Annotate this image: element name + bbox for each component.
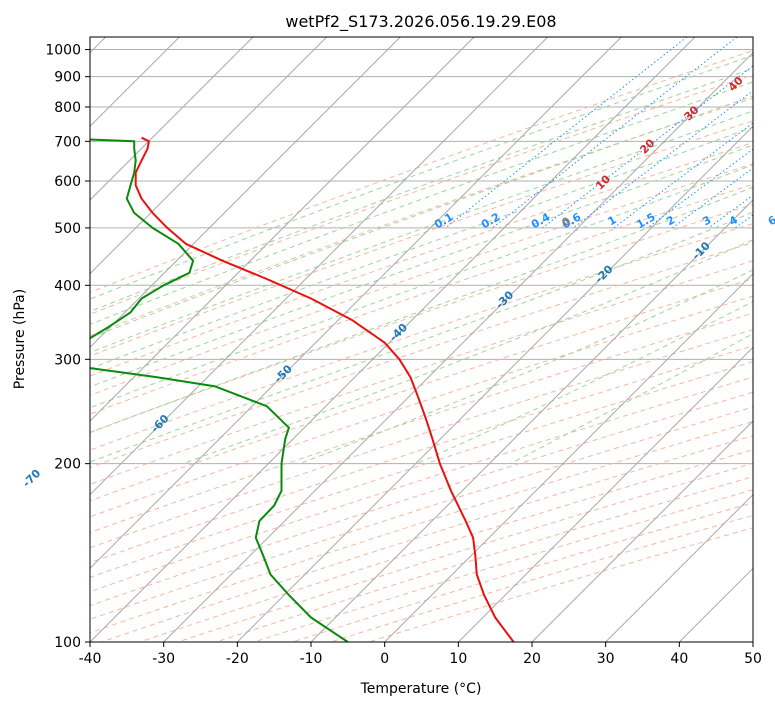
temperature-line [134,136,515,642]
plot-frame [89,36,754,643]
isotherm-line [310,199,753,642]
y-tick-label: 100 [54,635,81,651]
moist-adiabat-line [90,81,753,325]
y-tick-label: 500 [54,221,81,237]
y-tick-label: 600 [54,174,81,190]
dry-adiabat-line [90,142,753,377]
isotherm-line [90,37,401,349]
dry-adiabat-line [90,74,753,315]
mixing-ratio-line [542,65,753,229]
isotherm-line [163,51,753,642]
dry-adiabat-line [90,50,753,293]
profile-lines [90,136,515,642]
isotherm-line [605,493,753,642]
x-tick-label: 50 [744,651,762,667]
y-axis-label: Pressure (hPa) [12,289,28,389]
moist-adiabat-line [90,164,753,409]
dewpoint-line [90,138,349,642]
y-tick-label: 1000 [45,43,81,59]
x-tick-label: -10 [300,651,323,667]
isotherm-line [90,37,328,275]
chart-title: wetPf2_S173.2026.056.19.29.E08 [285,12,556,32]
y-tick-label: 200 [54,457,81,473]
isotherm-line [531,420,753,642]
mixing-ratio-line [672,167,753,229]
isotherm-line [90,37,696,642]
y-tick-label: 900 [54,70,81,86]
moist-adiabat-line [90,67,753,313]
moist-adiabat-line [90,54,753,300]
isotherm-line [236,125,753,642]
isotherm-line [384,272,753,642]
moist-adiabat-line [182,239,753,465]
x-tick-label: -20 [226,651,249,667]
y-tick-label: 400 [54,278,81,294]
x-tick-label: 20 [523,651,541,667]
dry-adiabat-line [90,345,753,564]
y-tick-label: 300 [54,352,81,368]
background-lines [90,37,753,642]
dry-adiabat-line [90,183,753,415]
x-tick-label: 40 [670,651,688,667]
moist-adiabat-line [90,186,753,434]
dry-adiabat-line [90,241,753,469]
moist-adiabat-line [90,110,753,354]
isotherm-line [90,37,254,201]
dry-adiabat-line [90,391,753,607]
x-axis-label: Temperature (°C) [360,681,482,697]
dry-adiabat-line [90,97,753,337]
moist-adiabat-line [90,126,753,370]
moist-adiabat-line [416,300,753,465]
dry-adiabat-line [90,329,753,549]
isotherm-line [457,346,753,642]
mixing-ratio-line [572,90,753,229]
isotherm-line [90,37,475,422]
dry-adiabat-line [90,376,753,593]
mixing-ratio-label: 6 [766,213,775,228]
plot-background [90,37,753,642]
x-axis-ticks: -40 -30 -20 -10 0 10 20 30 40 50 [79,642,762,667]
dry-adiabat-line [90,163,753,396]
moist-adiabat-line [90,95,753,339]
isotherm-line [90,37,549,496]
y-axis-ticks: 100 200 300 400 500 600 700 800 900 1000 [45,43,90,651]
x-tick-label: -40 [79,651,102,667]
x-tick-label: -30 [152,651,175,667]
isotherm-line [90,37,622,570]
y-tick-label: 700 [54,134,81,150]
x-tick-label: 0 [380,651,389,667]
x-tick-label: 10 [449,651,467,667]
y-tick-label: 800 [54,100,81,116]
x-tick-label: 30 [597,651,615,667]
mixing-ratio-line [492,37,738,229]
dry-adiabat-line [90,295,753,518]
